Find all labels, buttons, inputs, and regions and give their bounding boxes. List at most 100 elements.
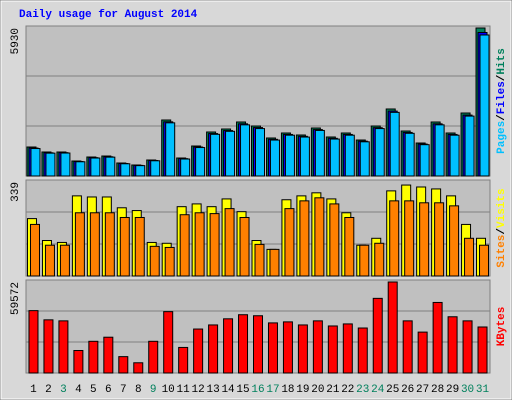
x-tick-label: 2 xyxy=(45,384,52,396)
x-tick-label: 25 xyxy=(386,384,399,396)
x-tick-label: 6 xyxy=(105,384,112,396)
bar xyxy=(60,152,71,177)
bar xyxy=(73,350,84,374)
bar xyxy=(434,124,445,177)
x-tick-label: 28 xyxy=(431,384,444,396)
bar xyxy=(43,319,54,374)
bar xyxy=(434,202,445,277)
bar xyxy=(269,139,280,177)
bar xyxy=(179,214,190,277)
bar xyxy=(374,242,385,277)
x-tick-label: 7 xyxy=(120,384,127,396)
x-tick-label: 9 xyxy=(150,384,157,396)
x-tick-label: 22 xyxy=(341,384,354,396)
y-tick-label: 5930 xyxy=(10,28,22,54)
bar xyxy=(75,161,86,177)
bar xyxy=(254,243,265,277)
bar xyxy=(372,297,383,374)
bar xyxy=(239,216,250,277)
bar xyxy=(240,124,251,177)
bar xyxy=(210,133,221,177)
bar xyxy=(150,160,161,177)
bar xyxy=(224,208,235,277)
bar xyxy=(90,157,101,177)
bar xyxy=(359,141,370,177)
x-tick-label: 16 xyxy=(251,384,264,396)
bar xyxy=(344,134,355,177)
bar xyxy=(149,245,160,277)
bar xyxy=(357,327,368,374)
legend-entry: Sites xyxy=(496,235,508,268)
bar xyxy=(74,212,85,277)
bar xyxy=(404,132,415,177)
y-tick-label: 59572 xyxy=(10,282,22,315)
x-tick-label: 13 xyxy=(206,384,219,396)
bar xyxy=(44,244,55,277)
bar xyxy=(59,244,70,277)
x-tick-label: 20 xyxy=(311,384,324,396)
bar xyxy=(165,122,176,177)
legend-separator: / xyxy=(496,114,508,121)
bar xyxy=(89,212,100,277)
bar xyxy=(29,223,40,277)
bar xyxy=(479,34,490,177)
bar xyxy=(342,323,353,374)
bar xyxy=(389,200,400,277)
bar xyxy=(104,212,115,277)
bar xyxy=(133,362,144,374)
bar xyxy=(329,203,340,277)
bar xyxy=(329,138,340,177)
x-tick-label: 15 xyxy=(236,384,249,396)
legend: KBytes xyxy=(496,307,508,347)
x-tick-label: 5 xyxy=(90,384,97,396)
bar xyxy=(359,244,370,277)
bar xyxy=(462,320,473,374)
x-tick-label: 18 xyxy=(281,384,294,396)
bar xyxy=(58,320,69,374)
bar xyxy=(269,248,280,277)
legend-separator: / xyxy=(496,228,508,235)
bar xyxy=(225,130,236,177)
bar xyxy=(45,152,56,177)
bar xyxy=(118,356,129,374)
bar xyxy=(299,200,310,277)
x-tick-label: 21 xyxy=(326,384,340,396)
bar xyxy=(327,325,338,374)
bar xyxy=(389,111,400,177)
bar xyxy=(253,315,263,374)
x-tick-label: 29 xyxy=(446,384,459,396)
bar xyxy=(419,144,430,177)
legend: Sites/Visits xyxy=(496,188,508,267)
bar xyxy=(208,324,219,374)
bar xyxy=(148,340,159,374)
bar xyxy=(178,346,189,374)
bar xyxy=(477,326,488,374)
legend-entry: Files xyxy=(496,81,508,114)
x-tick-label: 4 xyxy=(75,384,82,396)
bar xyxy=(479,244,490,277)
y-tick-label: 339 xyxy=(10,182,22,202)
bar xyxy=(180,158,191,177)
x-tick-label: 11 xyxy=(177,384,191,396)
bar xyxy=(464,115,475,177)
x-tick-label: 1 xyxy=(30,384,37,396)
bar xyxy=(282,321,293,374)
bar xyxy=(135,165,146,177)
bar xyxy=(195,147,206,177)
x-tick-label: 17 xyxy=(266,384,279,396)
bar xyxy=(314,197,325,277)
bar xyxy=(194,212,205,277)
bar xyxy=(284,208,295,277)
x-tick-label: 19 xyxy=(296,384,309,396)
x-tick-label: 14 xyxy=(221,384,235,396)
bar xyxy=(417,331,428,374)
bar xyxy=(344,216,355,277)
bar xyxy=(284,134,295,177)
bar xyxy=(30,148,41,177)
bar xyxy=(419,202,430,277)
bar xyxy=(447,316,458,374)
legend-entry: Hits xyxy=(496,48,508,74)
bar xyxy=(404,200,415,277)
